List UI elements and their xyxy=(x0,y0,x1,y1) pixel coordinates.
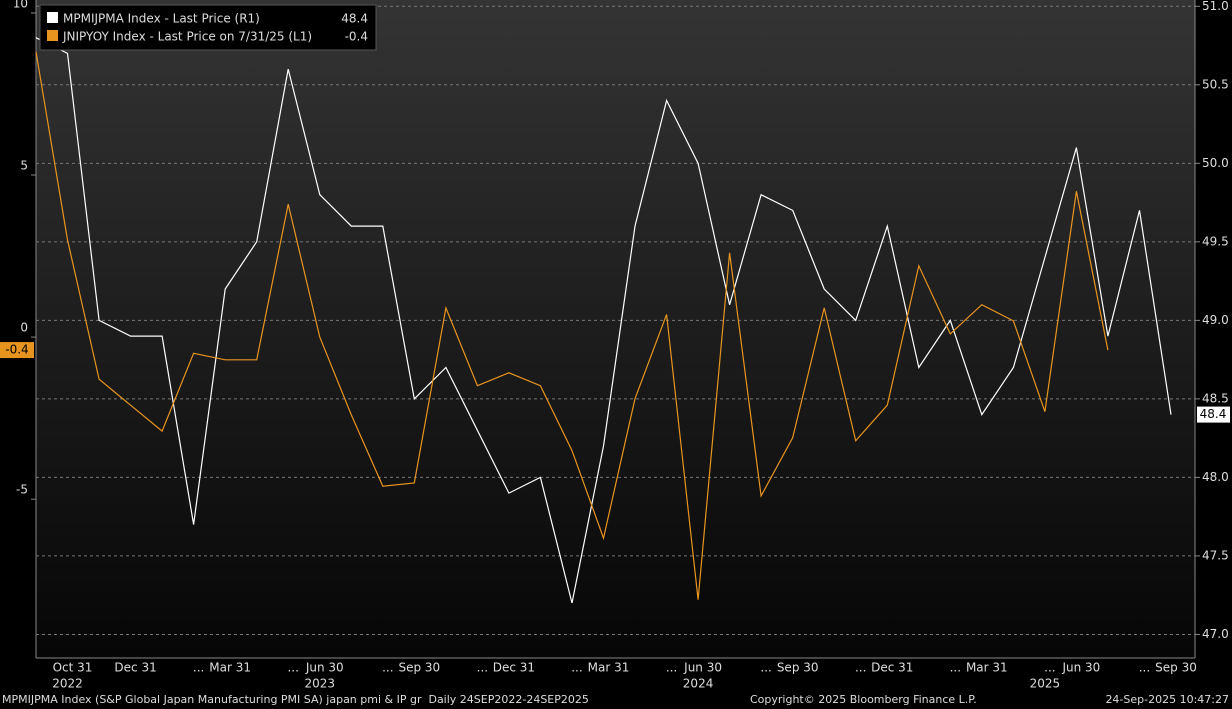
y2-tick-label: 49.0 xyxy=(1202,313,1229,327)
x-tick-label: Sep 30 xyxy=(777,661,819,675)
legend-swatch xyxy=(47,12,58,23)
x-tick-label: Jun 30 xyxy=(683,661,722,675)
legend-value: 48.4 xyxy=(341,12,368,26)
plot-area xyxy=(36,0,1195,658)
legend-value: -0.4 xyxy=(345,30,368,44)
series-line xyxy=(35,37,1172,604)
x-tick-label: Oct 31 xyxy=(53,661,93,675)
y-tick-label: 5 xyxy=(20,159,28,173)
legend-swatch xyxy=(47,30,58,41)
x-tick-label: Dec 31 xyxy=(114,661,156,675)
last-value-label: 48.4 xyxy=(1200,407,1227,421)
x-tick-label: Sep 30 xyxy=(1155,661,1197,675)
x-tick-label: Mar 31 xyxy=(588,661,630,675)
y-tick-label: 10 xyxy=(13,0,28,10)
x-tick-label: ... xyxy=(760,661,771,675)
x-year-label: 2025 xyxy=(1030,677,1061,691)
x-tick-label: ... xyxy=(382,661,393,675)
x-tick-label: ... xyxy=(571,661,582,675)
legend-box xyxy=(39,4,377,51)
x-tick-label: ... xyxy=(193,661,204,675)
x-tick-label: Mar 31 xyxy=(966,661,1008,675)
y2-tick-label: 49.5 xyxy=(1202,234,1229,248)
x-tick-label: Dec 31 xyxy=(493,661,535,675)
y2-tick-label: 47.0 xyxy=(1202,627,1229,641)
x-tick-label: Jun 30 xyxy=(1061,661,1100,675)
x-tick-label: ... xyxy=(855,661,866,675)
y-tick-label: 0 xyxy=(20,321,28,335)
legend-label: MPMIJPMA Index - Last Price (R1) xyxy=(63,12,260,26)
x-year-label: 2023 xyxy=(304,677,335,691)
x-year-label: 2024 xyxy=(683,677,714,691)
footer-timestamp: 24-Sep-2025 10:47:27 xyxy=(1105,693,1229,706)
x-tick-label: Mar 31 xyxy=(209,661,251,675)
x-tick-label: Jun 30 xyxy=(305,661,344,675)
x-tick-label: Sep 30 xyxy=(398,661,440,675)
series-line xyxy=(35,51,1109,600)
y2-tick-label: 47.5 xyxy=(1202,548,1229,562)
y2-tick-label: 51.0 xyxy=(1202,0,1229,13)
footer-copyright: Copyright© 2025 Bloomberg Finance L.P. xyxy=(750,693,977,706)
y2-tick-label: 48.0 xyxy=(1202,470,1229,484)
x-tick-label: ... xyxy=(950,661,961,675)
x-tick-label: ... xyxy=(477,661,488,675)
last-value-tag xyxy=(1197,406,1230,423)
y2-tick-label: 50.5 xyxy=(1202,77,1229,91)
x-tick-label: ... xyxy=(287,661,298,675)
x-tick-label: Dec 31 xyxy=(871,661,913,675)
y2-tick-label: 50.0 xyxy=(1202,156,1229,170)
footer-description: MPMIJPMA Index (S&P Global Japan Manufac… xyxy=(2,693,589,706)
y-tick-label: -5 xyxy=(16,483,28,497)
legend-label: JNIPYOY Index - Last Price on 7/31/25 (L… xyxy=(62,30,312,44)
y2-tick-label: 48.5 xyxy=(1202,391,1229,405)
x-tick-label: ... xyxy=(666,661,677,675)
legend: MPMIJPMA Index - Last Price (R1) 48.4 JN… xyxy=(39,4,377,51)
x-tick-label: ... xyxy=(1044,661,1055,675)
x-tick-label: ... xyxy=(1139,661,1150,675)
last-value-tag xyxy=(0,342,34,359)
last-value-label: -0.4 xyxy=(5,343,28,357)
x-year-label: 2022 xyxy=(52,677,83,691)
